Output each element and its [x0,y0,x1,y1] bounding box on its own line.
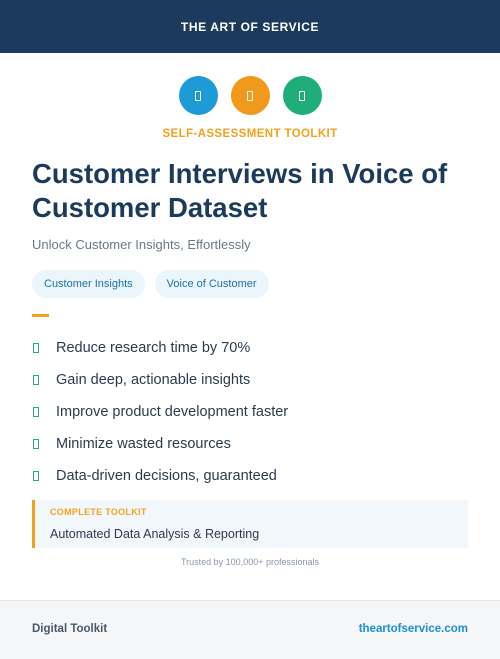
icon-row [0,76,500,115]
check-icon [33,375,39,385]
page-title: Customer Interviews in Voice of Customer… [32,158,448,223]
benefit-item: Reduce research time by 70% [32,332,288,364]
benefit-item: Minimize wasted resources [32,428,288,460]
brand-name: THE ART OF SERVICE [180,19,320,34]
check-icon [33,343,39,353]
chart-icon [230,76,270,115]
trust-line: Trusted by 100,000+ professionals [180,557,319,567]
benefit-text: Minimize wasted resources [56,436,231,452]
accent-divider [32,314,49,317]
footer-bar: Digital Toolkit theartofservice.com [0,600,500,659]
check-icon [33,439,39,449]
benefit-item: Gain deep, actionable insights [32,364,288,396]
benefit-list: Reduce research time by 70% Gain deep, a… [32,332,288,492]
toolkit-callout: COMPLETE TOOLKIT Automated Data Analysis… [32,500,468,548]
benefit-text: Improve product development faster [56,404,289,420]
check-icon [33,407,39,417]
toolkit-kicker: SELF-ASSESSMENT TOOLKIT [162,128,338,140]
page-subtitle: Unlock Customer Insights, Effortlessly [32,237,251,252]
tag-customer-insights[interactable]: Customer Insights [32,270,145,298]
footer-label: Digital Toolkit [32,623,108,635]
callout-text: Automated Data Analysis & Reporting [50,527,260,541]
benefit-text: Reduce research time by 70% [56,340,251,356]
benefit-item: Improve product development faster [32,396,288,428]
tag-list: Customer Insights Voice of Customer [32,270,269,298]
callout-label: COMPLETE TOOLKIT [50,507,147,517]
check-icon [33,471,39,481]
benefit-item: Data-driven decisions, guaranteed [32,460,288,492]
footer-website-link[interactable]: theartofservice.com [358,623,468,635]
header-bar: THE ART OF SERVICE [0,0,500,53]
tag-voice-of-customer[interactable]: Voice of Customer [154,270,269,298]
tool-icon [178,76,218,115]
document-icon [282,76,322,115]
benefit-text: Gain deep, actionable insights [56,372,251,388]
benefit-text: Data-driven decisions, guaranteed [56,468,277,484]
